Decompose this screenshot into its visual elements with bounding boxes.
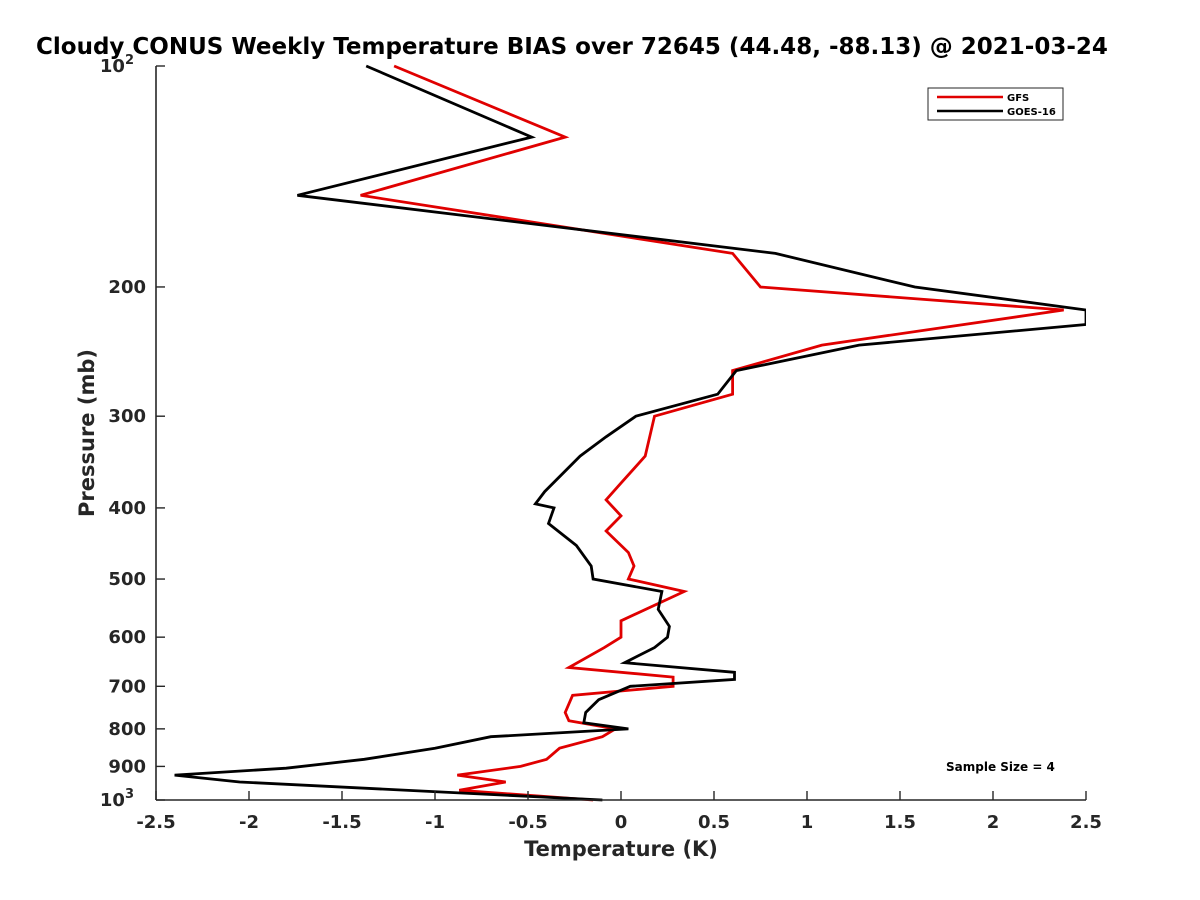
y-axis-label: Pressure (mb)	[75, 349, 99, 517]
y-tick-label: 800	[108, 719, 146, 740]
y-tick-label: 400	[108, 498, 146, 519]
y-tick-label: 500	[108, 569, 146, 590]
y-tick-label: 103	[100, 787, 134, 811]
y-ticks: 102 200 300 400 500 600 700 800 900 103	[100, 53, 165, 811]
legend-box	[927, 87, 1064, 121]
y-tick-label: 900	[108, 756, 146, 777]
x-tick-label: -0.5	[508, 812, 547, 833]
sample-size-annotation: Sample Size = 4	[946, 760, 1055, 774]
x-tick-label: -1	[425, 812, 445, 833]
x-tick-label: 1	[801, 812, 814, 833]
x-tick-label: 2	[987, 812, 1000, 833]
series-line-goes-16	[174, 64, 1086, 802]
y-tick-label: 200	[108, 277, 146, 298]
x-tick-label: -2.5	[136, 812, 175, 833]
x-ticks: -2.5 -2 -1.5 -1 -0.5 0 0.5 1 1.5 2 2.5	[136, 791, 1102, 833]
legend: GFS GOES-16	[927, 87, 1064, 121]
legend-label-goes16: GOES-16	[1007, 107, 1056, 118]
x-tick-label: -1.5	[322, 812, 361, 833]
y-tick-label: 600	[108, 627, 146, 648]
y-tick-label: 102	[100, 53, 134, 77]
x-tick-label: 2.5	[1070, 812, 1102, 833]
series-line-gfs	[360, 64, 1064, 802]
x-axis-label: Temperature (K)	[524, 837, 718, 861]
x-tick-label: 0	[615, 812, 628, 833]
x-tick-label: 0.5	[698, 812, 730, 833]
x-tick-label: -2	[239, 812, 259, 833]
legend-label-gfs: GFS	[1007, 93, 1029, 104]
y-tick-label: 700	[108, 676, 146, 697]
x-tick-label: 1.5	[884, 812, 916, 833]
y-tick-label: 300	[108, 406, 146, 427]
chart-title: Cloudy CONUS Weekly Temperature BIAS ove…	[36, 34, 1108, 60]
series-layer	[174, 64, 1086, 802]
